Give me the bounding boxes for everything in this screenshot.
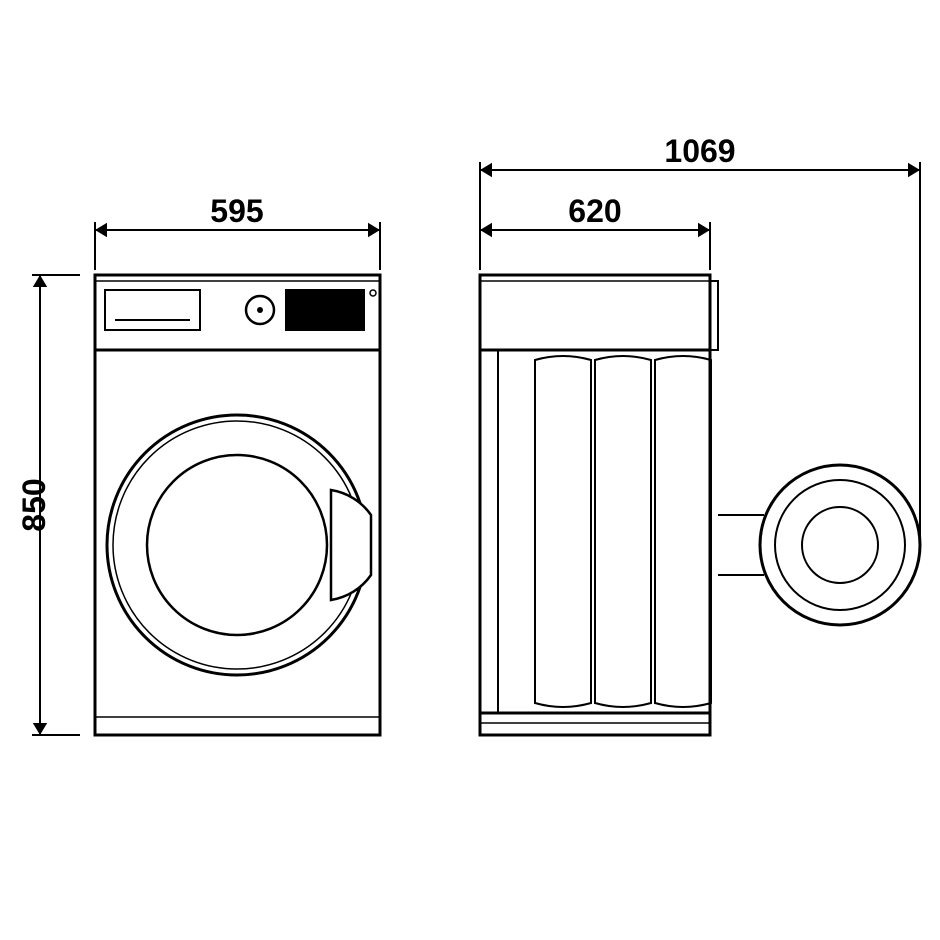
side-view (480, 275, 920, 735)
dim-depth-label: 620 (568, 193, 621, 229)
dim-depth-door-label: 1069 (664, 133, 735, 169)
dim-width-label: 595 (210, 193, 263, 229)
front-view (95, 275, 380, 735)
dim-height-label: 850 (16, 478, 52, 531)
